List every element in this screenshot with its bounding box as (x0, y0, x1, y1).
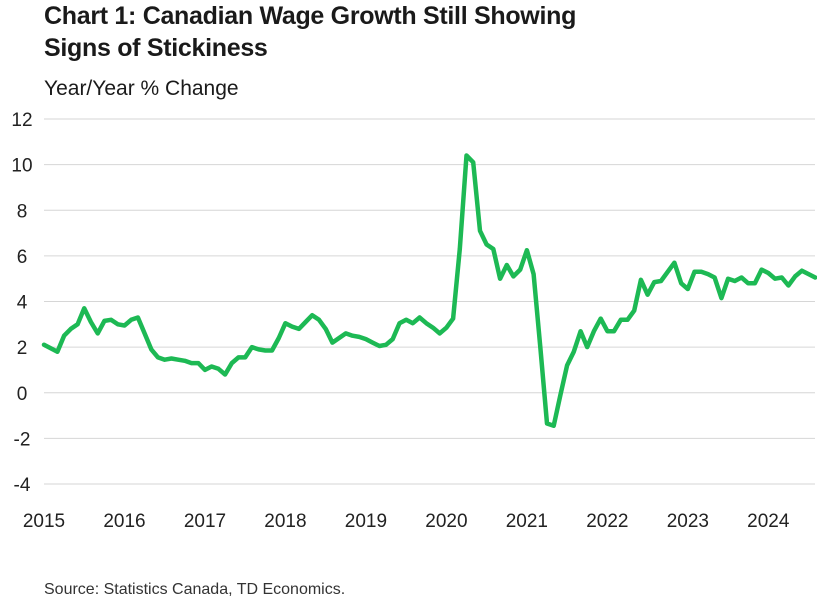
y-tick-label: 6 (17, 247, 28, 268)
y-tick-label: -4 (14, 475, 31, 496)
y-tick-label: 10 (11, 156, 32, 177)
y-tick-label: 2 (17, 338, 28, 359)
x-tick-label: 2015 (23, 511, 65, 532)
x-axis-ticks: 2015 2016 2017 2018 2019 2020 2021 2022 2023 2024 (23, 511, 790, 532)
chart-title-line-1: Chart 1: Canadian Wage Growth Still Show… (44, 2, 577, 30)
x-tick-label: 2024 (747, 511, 790, 532)
y-tick-label: -2 (14, 429, 31, 450)
chart-title: Chart 1: Canadian Wage Growth Still Show… (44, 0, 764, 64)
y-tick-label: 8 (17, 201, 28, 222)
x-tick-label: 2020 (425, 511, 467, 532)
x-tick-label: 2016 (103, 511, 145, 532)
y-axis-label: Year/Year % Change (44, 77, 239, 100)
x-tick-label: 2018 (264, 511, 306, 532)
x-tick-label: 2019 (345, 511, 387, 532)
y-tick-label: 12 (11, 110, 32, 131)
x-tick-label: 2022 (586, 511, 628, 532)
series-group (41, 153, 817, 429)
x-tick-label: 2021 (506, 511, 548, 532)
y-tick-label: 0 (17, 384, 28, 405)
source-note: Source: Statistics Canada, TD Economics. (44, 581, 346, 598)
y-axis-ticks: 12 10 8 6 4 2 0 -2 -4 (11, 110, 32, 496)
x-tick-label: 2023 (667, 511, 709, 532)
y-tick-label: 4 (17, 293, 28, 314)
gridlines (44, 118, 815, 485)
x-tick-label: 2017 (184, 511, 226, 532)
chart-title-line-2: Signs of Stickiness (44, 34, 268, 62)
series-line (41, 153, 817, 429)
